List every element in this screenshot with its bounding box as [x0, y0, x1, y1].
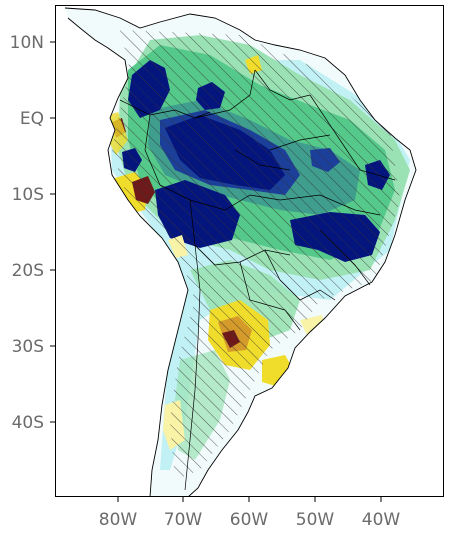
coastline [64, 7, 417, 497]
lat-label-10s: 10S [12, 185, 44, 205]
lon-label-50w: 50W [296, 510, 335, 530]
significance-hatching [112, 30, 400, 480]
lon-label-60w: 60W [230, 510, 269, 530]
lon-label-40w: 40W [362, 510, 401, 530]
country-borders [119, 69, 396, 491]
lat-label-eq: EQ [20, 109, 44, 129]
lat-label-30s: 30S [12, 337, 44, 357]
lat-label-20s: 20S [12, 261, 44, 281]
shaded-field [106, 30, 410, 480]
lat-ticks [50, 41, 55, 423]
lat-labels: 10N EQ 10S 20S 30S 40S [10, 33, 44, 433]
lon-ticks [117, 497, 382, 502]
lon-label-70w: 70W [164, 510, 203, 530]
lon-label-80w: 80W [99, 510, 138, 530]
lon-labels: 80W 70W 60W 50W 40W [99, 510, 401, 530]
lat-label-10n: 10N [10, 33, 44, 53]
lat-label-40s: 40S [12, 413, 44, 433]
